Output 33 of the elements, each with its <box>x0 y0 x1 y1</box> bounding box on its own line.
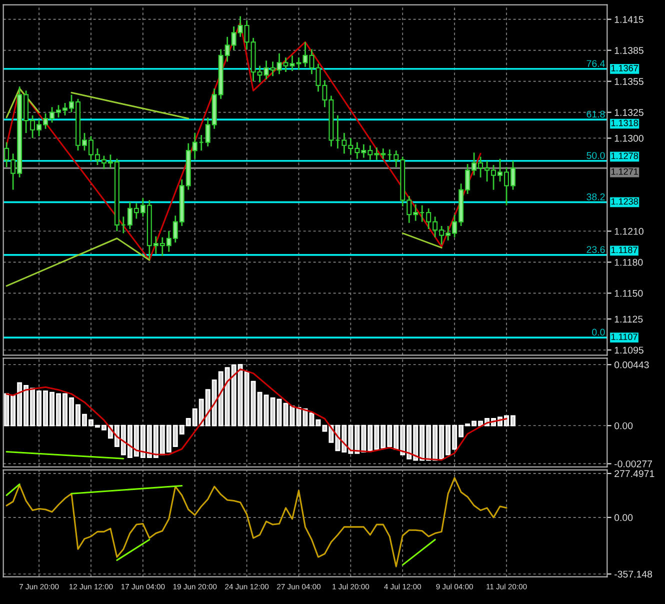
y-tick-label: 1.1150 <box>614 290 643 297</box>
y-tick-label: 1.1180 <box>614 258 643 266</box>
annotation: 61.8 <box>586 110 605 118</box>
annotation: 76.4 <box>586 60 605 67</box>
annotation: 50.0 <box>586 152 605 159</box>
annotation: 38.2 <box>586 193 605 200</box>
y-tick-label: 1.1210 <box>614 228 644 235</box>
y-tick-label: 1.1415 <box>614 16 644 23</box>
y-tick-label: 1.1325 <box>614 109 644 116</box>
y-tick-label: 1.1300 <box>614 134 644 142</box>
ref-line-label: 1.1271 <box>611 168 638 175</box>
y-tick-label: -0.00277 <box>614 460 652 468</box>
y-tick-label: 0.00443 <box>614 361 649 368</box>
y-tick-label: 1.1385 <box>614 47 644 54</box>
ref-line-label: 1.1107 <box>611 334 638 340</box>
y-tick-label: 0.00 <box>614 422 633 430</box>
annotation: 0.0 <box>592 328 605 336</box>
annotation: 23.6 <box>586 246 605 253</box>
ref-line-label: 1.1367 <box>611 64 638 72</box>
bar <box>283 402 288 426</box>
y-tick-label: 1.1125 <box>614 316 643 323</box>
line-series <box>6 368 508 461</box>
ref-line-label: 1.1318 <box>611 120 638 126</box>
ref-line-label: 1.1238 <box>611 198 638 205</box>
y-tick-label: -357.148 <box>614 570 652 578</box>
y-tick-label: 1.1355 <box>614 78 644 85</box>
y-tick-label: 277.4971 <box>614 470 654 478</box>
y-tick-label: 1.1095 <box>614 346 644 354</box>
ref-line-label: 1.1187 <box>611 246 638 254</box>
line-series <box>6 22 482 261</box>
ref-line-label: 1.1278 <box>611 152 638 160</box>
y-tick-label: 0.00 <box>614 514 633 522</box>
line-series <box>6 477 508 568</box>
